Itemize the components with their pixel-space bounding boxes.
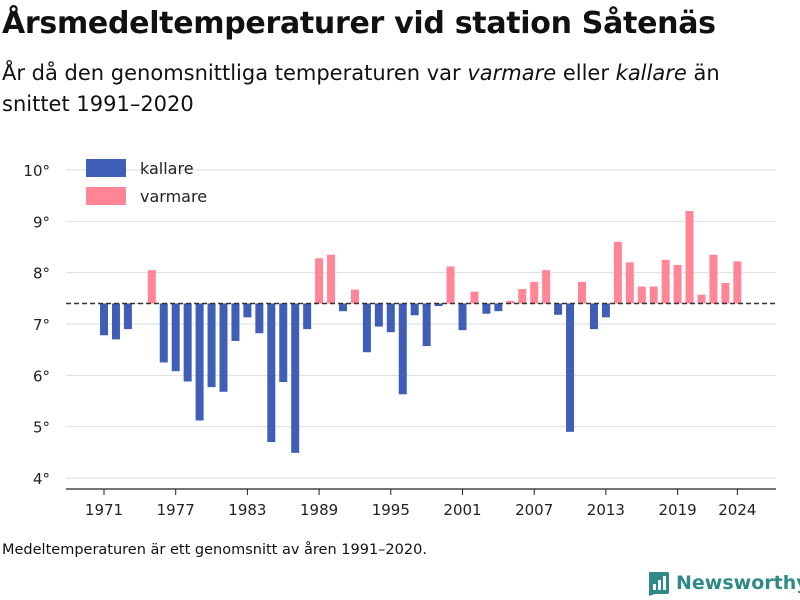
bar-1993 [362,303,371,353]
x-tick-label: 1989 [300,501,338,519]
y-tick-label: 10° [23,162,50,180]
bar-1978 [183,303,192,382]
bar-2015 [625,262,634,304]
x-tick-label: 1971 [85,501,123,519]
subtitle-text-2: eller [556,61,616,85]
bar-1975 [147,270,156,304]
bar-2013 [601,303,610,318]
bar-2020 [685,211,694,304]
chart-subtitle: År då den genomsnittliga temperaturen va… [2,58,782,120]
bar-1971 [100,303,108,336]
bar-2019 [673,264,682,304]
bar-2001 [458,303,467,331]
bar-2010 [566,303,575,432]
brand-logo: Newsworthy [646,570,800,596]
footnote: Medeltemperaturen är ett genomsnitt av å… [2,542,427,558]
legend-swatch-kallare [86,159,126,177]
bar-1972 [111,303,120,340]
x-tick-label: 2024 [718,501,756,519]
bar-1976 [159,303,168,363]
bar-1973 [123,303,132,330]
y-tick-label: 5° [33,419,50,437]
bar-2023 [721,282,730,304]
bar-2002 [470,291,479,304]
y-tick-label: 9° [33,213,50,231]
y-tick-label: 4° [33,470,50,488]
legend-swatch-varmare [86,187,126,205]
bar-2016 [637,286,646,304]
bar-1991 [339,303,347,312]
bar-1977 [171,303,180,372]
bar-2018 [661,259,670,304]
bar-1987 [291,303,300,453]
bar-1984 [255,303,264,334]
subtitle-text-1: År då den genomsnittliga temperaturen va… [2,61,468,85]
bar-1990 [327,254,336,304]
bar-1997 [410,303,419,316]
legend-label-kallare: kallare [140,159,194,178]
bar-2007 [530,281,539,304]
bar-1983 [243,303,252,318]
bar-1989 [315,258,324,304]
bar-2008 [542,270,551,304]
bar-2022 [709,254,718,304]
bar-chart-logo-icon [649,572,669,596]
bar-2024 [733,261,742,304]
bar-1980 [207,303,216,388]
bar-1995 [386,303,395,333]
bar-1998 [422,303,431,347]
bar-1999 [434,303,443,307]
x-tick-label: 2013 [587,501,625,519]
y-tick-label: 7° [33,316,50,334]
bar-1979 [195,303,204,421]
x-tick-label: 2019 [659,501,697,519]
subtitle-cold-word: kallare [615,61,687,85]
bar-2012 [589,303,598,330]
bar-1996 [398,303,407,395]
bar-1985 [267,303,276,443]
bar-1992 [350,289,359,304]
x-tick-label: 1977 [157,501,195,519]
bar-1982 [231,303,240,341]
y-tick-label: 8° [33,265,50,283]
x-tick-label: 2007 [515,501,553,519]
bar-1986 [279,303,288,383]
x-tick-label: 1983 [228,501,266,519]
temperature-bar-chart: 4° 5° 6° 7° 8° 9° 10° 1971 1977 1983 1989 1995 2001 2… [23,159,776,519]
subtitle-warm-word: varmare [467,61,557,85]
brand-name: Newsworthy [676,572,800,594]
legend-label-varmare: varmare [140,187,207,206]
bar-2009 [554,303,563,315]
y-tick-label: 6° [33,367,50,385]
bar-2014 [613,241,622,304]
x-tick-label: 2001 [443,501,481,519]
bar-1994 [374,303,383,327]
x-tick-label: 1995 [372,501,410,519]
bar-2003 [482,303,491,314]
chart-title: Årsmedeltemperaturer vid station Såtenäs [2,6,716,41]
bar-1988 [303,303,312,330]
bar-2005 [506,300,515,304]
bar-2000 [446,266,455,304]
bar-1981 [219,303,228,392]
subtitle-text-3: än snittet 1991–2020 [2,61,720,116]
bar-2017 [649,286,658,304]
bar-2021 [697,294,706,304]
bar-2006 [518,289,527,304]
bar-2011 [578,281,586,304]
bar-2004 [494,303,503,312]
